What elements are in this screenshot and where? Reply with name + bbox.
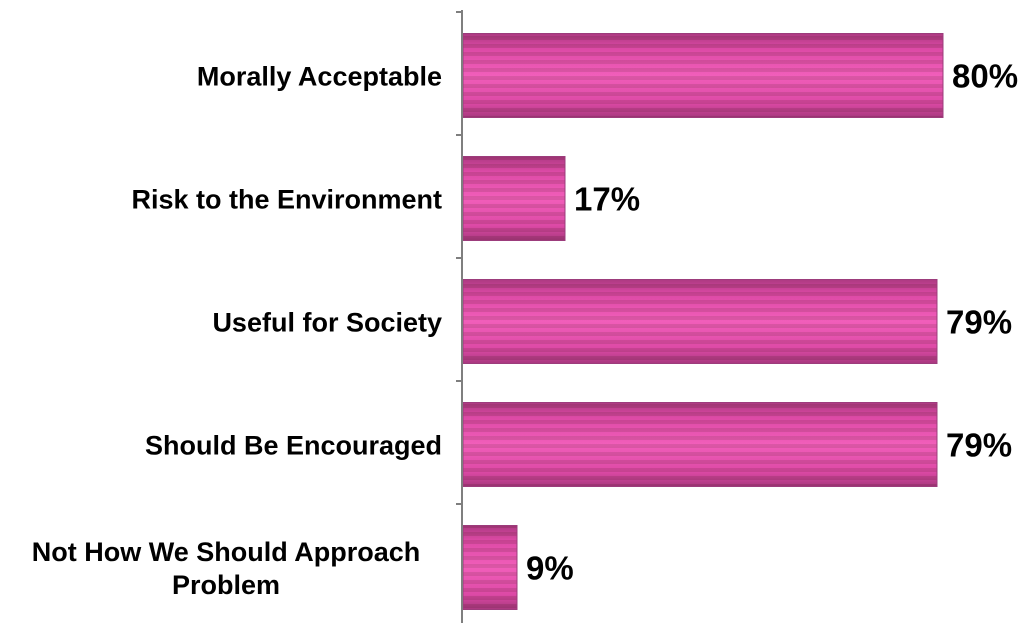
bar	[462, 525, 518, 610]
category-label-line: Problem	[172, 570, 280, 600]
bar-shade	[463, 525, 517, 610]
bar-shade	[463, 156, 565, 241]
category-label-line: Morally Acceptable	[197, 62, 442, 92]
value-label: 9%	[526, 550, 574, 587]
value-label: 80%	[952, 58, 1018, 95]
value-label: 17%	[574, 181, 640, 218]
value-labels: 80% 17% 79% 79% 9%	[526, 58, 1018, 587]
bars-layer	[462, 33, 944, 610]
bar	[462, 33, 944, 118]
bar	[462, 402, 938, 487]
category-label-line: Not How We Should Approach	[32, 537, 420, 567]
category-label-line: Useful for Society	[212, 308, 442, 338]
y-axis	[456, 10, 463, 623]
category-label: Risk to the Environment	[131, 185, 442, 215]
category-label: Should Be Encouraged	[145, 431, 442, 461]
value-label: 79%	[946, 304, 1012, 341]
category-label: Useful for Society	[212, 308, 442, 338]
category-label-line: Should Be Encouraged	[145, 431, 442, 461]
value-label: 79%	[946, 427, 1012, 464]
bar	[462, 156, 566, 241]
bar	[462, 279, 938, 364]
category-label: Not How We Should Approach Problem	[32, 537, 420, 600]
bar-shade	[463, 33, 943, 118]
bar-shade	[463, 402, 937, 487]
category-label: Morally Acceptable	[197, 62, 442, 92]
category-labels: Morally Acceptable Risk to the Environmen…	[32, 62, 442, 601]
category-label-line: Risk to the Environment	[131, 185, 442, 215]
bar-shade	[463, 279, 937, 364]
